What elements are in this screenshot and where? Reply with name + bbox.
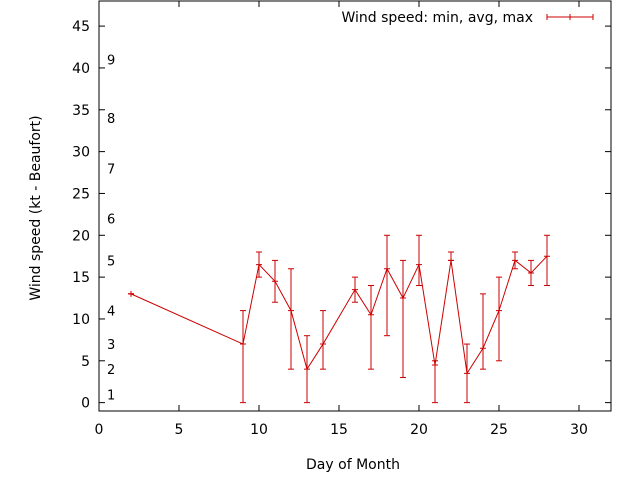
plot-frame [98, 0, 612, 412]
x-tick-label: 30 [570, 422, 588, 438]
x-axis-title: Day of Month [306, 457, 400, 473]
beaufort-label: 7 [107, 162, 115, 177]
y-tick-label: 0 [81, 396, 90, 412]
data-point [288, 307, 294, 314]
data-point [544, 253, 550, 260]
x-tick-label: 10 [250, 422, 268, 438]
data-point [400, 295, 406, 302]
x-tick-label: 20 [410, 422, 428, 438]
beaufort-label: 2 [107, 363, 115, 378]
legend-label: Wind speed: min, avg, max [341, 10, 533, 26]
series-line [130, 255, 548, 375]
data-points [128, 253, 550, 377]
data-point [528, 269, 534, 276]
data-point [512, 257, 518, 264]
data-point [480, 345, 486, 352]
x-tick-label: 5 [175, 422, 184, 438]
data-point [416, 261, 422, 268]
error-bars [128, 234, 550, 404]
data-point [272, 278, 278, 285]
y-tick-label: 45 [72, 19, 90, 35]
y-tick-label: 5 [81, 354, 90, 370]
x-tick-label: 25 [490, 422, 508, 438]
y-tick-label: 25 [72, 186, 90, 202]
beaufort-label: 1 [107, 388, 115, 403]
x-tick-label: 15 [330, 422, 348, 438]
data-point [320, 341, 326, 348]
data-point [496, 307, 502, 314]
data-point [368, 311, 374, 318]
beaufort-label: 8 [107, 112, 115, 127]
beaufort-label: 6 [107, 213, 115, 228]
legend-sample [546, 14, 594, 20]
beaufort-label: 9 [107, 54, 115, 69]
y-tick-label: 10 [72, 312, 90, 328]
y-tick-label: 30 [72, 145, 90, 161]
beaufort-label: 3 [107, 338, 115, 353]
data-point [352, 286, 358, 293]
x-tick-label: 0 [95, 422, 104, 438]
y-tick-label: 20 [72, 228, 90, 244]
data-point [384, 265, 390, 272]
data-point [432, 361, 438, 368]
legend: Wind speed: min, avg, max [341, 10, 594, 26]
data-point [448, 257, 454, 264]
y-tick-label: 40 [72, 61, 90, 77]
data-point [240, 341, 246, 348]
y-tick-label: 35 [72, 103, 90, 119]
y-axis-title: Wind speed (kt - Beaufort) [28, 115, 44, 300]
beaufort-label: 4 [107, 305, 115, 320]
data-point [256, 261, 262, 268]
beaufort-scale-labels: 1 2 3 4 5 6 7 8 9 [107, 54, 115, 404]
data-point [464, 370, 470, 377]
beaufort-label: 5 [107, 254, 115, 269]
y-tick-label: 15 [72, 270, 90, 286]
data-point [128, 290, 134, 297]
data-point [304, 366, 310, 373]
